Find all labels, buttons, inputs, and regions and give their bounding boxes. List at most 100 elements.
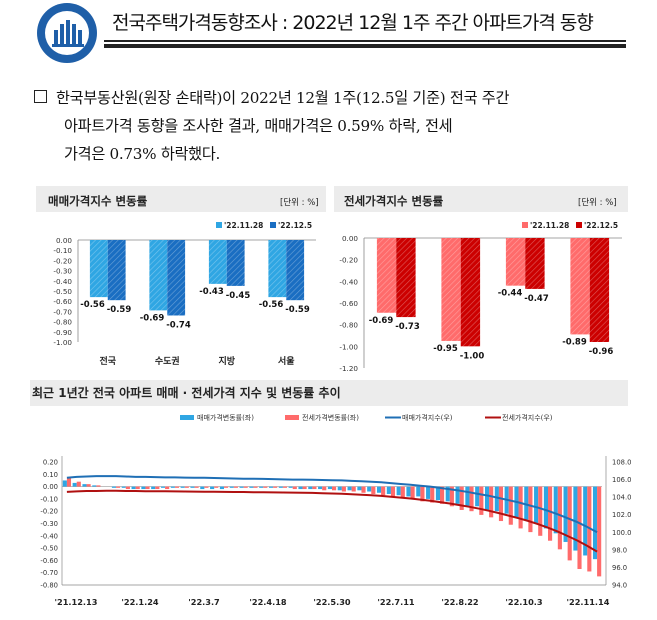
y-tick-label: -0.20 bbox=[53, 256, 72, 265]
y-right-tick-label: 106.0 bbox=[612, 476, 631, 484]
bar-series-1 bbox=[505, 238, 526, 286]
rent-rate-bar bbox=[253, 486, 258, 488]
sale-rate-bar bbox=[141, 486, 146, 490]
rent-rate-bar bbox=[577, 486, 582, 570]
x-tick-label: '22.7.11 bbox=[377, 597, 415, 607]
sale-chart: 0.00-0.10-0.20-0.30-0.40-0.50-0.60-0.70-… bbox=[36, 186, 326, 367]
sale-rate-bar bbox=[92, 485, 97, 487]
legend-swatch-1 bbox=[216, 222, 222, 228]
bar-series-2 bbox=[226, 240, 245, 286]
rent-rate-bar bbox=[184, 486, 189, 488]
rent-chart: 0.00 -0.20 -0.40 -0.60 -0.80 -1.00 -1.20 '22.11… bbox=[334, 186, 628, 393]
rent-rate-bar bbox=[194, 486, 199, 488]
y-right-tick-label: 98.0 bbox=[612, 546, 627, 554]
y-tick-label: -0.60 bbox=[53, 297, 72, 306]
y-tick-label: -1.00 bbox=[339, 342, 358, 351]
sale-rate-bar bbox=[563, 486, 568, 542]
y-tick-label: -0.80 bbox=[53, 318, 72, 327]
sale-rate-bar bbox=[573, 486, 578, 551]
data-label-series-1: -0.44 bbox=[498, 289, 523, 299]
bar-series-1 bbox=[376, 238, 397, 313]
bar-series-1 bbox=[441, 238, 461, 341]
sale-rate-bar bbox=[396, 486, 401, 496]
rent-rate-bar bbox=[381, 486, 386, 496]
page-title: 전국주택가격동향조사 : 2022년 12월 1주 주간 아파트가격 동향 bbox=[112, 12, 594, 34]
rent-rate-bar bbox=[292, 486, 297, 490]
rent-index-line bbox=[66, 489, 598, 553]
x-tick-label: '22.11.14 bbox=[567, 597, 610, 607]
rent-rate-bar bbox=[66, 477, 72, 487]
rent-rate-bar bbox=[233, 486, 238, 488]
rent-rate-bar bbox=[145, 486, 150, 490]
bar-series-2 bbox=[589, 238, 610, 342]
sale-rate-bar bbox=[445, 486, 450, 502]
rent-rate-bar bbox=[243, 486, 248, 488]
y-left-tick-label: -0.30 bbox=[40, 520, 58, 528]
sale-rate-bar bbox=[357, 486, 362, 491]
sale-rate-bar bbox=[475, 486, 480, 507]
legend-label: 전세가격지수(우) bbox=[502, 413, 553, 422]
y-left-tick-label: 0.20 bbox=[43, 459, 58, 467]
y-left-tick-label: -0.20 bbox=[40, 508, 58, 516]
sale-rate-bar bbox=[268, 486, 274, 488]
rent-rate-bar bbox=[597, 486, 602, 577]
x-tick-label: '22.8.22 bbox=[441, 597, 478, 607]
legend-swatch bbox=[180, 415, 194, 420]
data-label-series-1: -0.89 bbox=[562, 337, 587, 347]
rent-rate-bar bbox=[96, 485, 101, 487]
sale-rate-bar bbox=[347, 486, 352, 491]
sale-rate-bar bbox=[278, 486, 283, 488]
y-tick-label: -0.40 bbox=[339, 277, 358, 286]
bar-series-1 bbox=[89, 240, 108, 298]
data-label-series-1: -0.56 bbox=[80, 300, 105, 310]
y-left-tick-label: -0.70 bbox=[40, 569, 58, 577]
sale-rate-bar bbox=[318, 486, 323, 490]
sale-rate-bar bbox=[435, 486, 440, 501]
summary-line-2: 아파트가격 동향을 조사한 결과, 매매가격은 0.59% 하락, 전세 bbox=[64, 117, 453, 135]
data-label-series-2: -0.73 bbox=[395, 322, 420, 332]
sale-rate-bar bbox=[367, 486, 372, 492]
rent-rate-bar bbox=[214, 486, 219, 488]
sale-rate-bar bbox=[219, 486, 224, 490]
bar-series-2 bbox=[460, 238, 481, 347]
sale-rate-bar bbox=[308, 486, 313, 490]
sale-rate-bar bbox=[583, 486, 588, 556]
legend-swatch-1 bbox=[522, 222, 528, 228]
y-right-tick-label: 96.0 bbox=[612, 564, 627, 572]
data-label-series-1: -0.69 bbox=[369, 316, 394, 326]
category-label: 서울 bbox=[278, 355, 295, 367]
title-underline-thick bbox=[104, 44, 626, 48]
y-tick-label: -0.20 bbox=[339, 256, 358, 265]
y-right-tick-label: 108.0 bbox=[612, 459, 631, 467]
x-tick-label: '22.4.18 bbox=[249, 597, 287, 607]
legend-label-2: '22.12.5 bbox=[278, 221, 312, 230]
rent-rate-bar bbox=[518, 486, 523, 529]
rent-rate-bar bbox=[371, 486, 376, 494]
sale-rate-bar bbox=[553, 486, 558, 534]
rent-rate-bar bbox=[155, 486, 160, 490]
y-tick-label: -0.50 bbox=[53, 287, 72, 296]
sale-rate-bar bbox=[534, 486, 539, 524]
summary-paragraph: 한국부동산원(원장 손태락)이 2022년 12월 1주(12.5일 기준) 전… bbox=[34, 84, 634, 168]
data-label-series-2: -0.59 bbox=[107, 305, 132, 315]
rent-rate-bar bbox=[174, 486, 180, 488]
bar-series-1 bbox=[149, 240, 168, 311]
bar-series-1 bbox=[268, 240, 287, 298]
x-tick-label: '22.3.7 bbox=[188, 597, 220, 607]
bar-series-2 bbox=[107, 240, 126, 301]
sale-rate-bar bbox=[190, 486, 195, 488]
y-left-tick-label: -0.60 bbox=[40, 557, 58, 565]
rent-rate-bar bbox=[332, 486, 337, 491]
data-label-series-2: -1.00 bbox=[460, 351, 485, 361]
y-tick-label: -0.40 bbox=[53, 277, 72, 286]
rent-rate-bar bbox=[489, 486, 494, 518]
legend-swatch bbox=[285, 415, 299, 420]
sale-rate-bar bbox=[484, 486, 490, 510]
legend-swatch-2 bbox=[576, 222, 582, 228]
rent-rate-bar bbox=[440, 486, 445, 504]
sale-chart-title: 매매가격지수 변동률 bbox=[48, 194, 148, 208]
y-tick-label: -0.10 bbox=[53, 246, 72, 255]
x-tick-label: '22.5.30 bbox=[313, 597, 351, 607]
data-label-series-1: -0.43 bbox=[199, 287, 224, 297]
y-tick-label: -0.90 bbox=[53, 328, 72, 337]
